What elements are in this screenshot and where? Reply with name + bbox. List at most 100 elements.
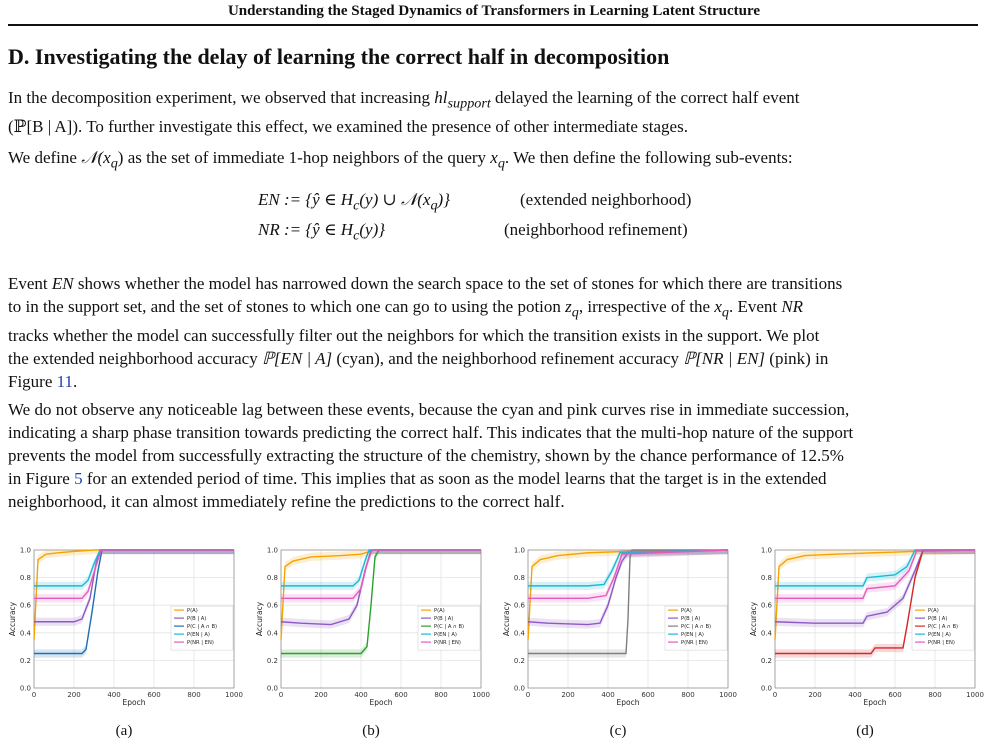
caption-c: (c) [609,723,627,739]
x-tick-label: 1000 [225,691,243,699]
p2-text: ) as the set of immediate 1-hop neighbor… [117,148,491,167]
p3-text: . [73,372,78,392]
figure-11-link[interactable]: 11 [56,372,74,392]
x-tick-label: 800 [928,691,941,699]
x-tick-label: 400 [354,691,367,699]
x-tick-label: 0 [773,691,777,699]
legend-label: P(B | A) [187,616,206,622]
series-band [528,550,728,629]
x-tick-label: 600 [888,691,901,699]
equation-nr-note: (neighborhood refinement) [504,220,688,239]
x-tick-label: 200 [561,691,574,699]
p3-symbol: ℙ[NR | EN] [683,349,766,369]
p3-text: Figure [8,372,57,392]
eq-en-rhs: (y) ∪ 𝒩(x [359,190,431,209]
legend-label: P(B | A) [434,616,453,622]
y-tick-label: 0.2 [761,657,772,665]
series-band [775,550,975,644]
y-tick-label: 0.4 [761,629,773,637]
series-line [774,549,976,640]
series-line [281,549,481,655]
x-tick-label: 800 [681,691,694,699]
figure-panel-c: 0 200 400 600 800 1000 0.0 0.2 0.4 0.6 0.8 1.0 Epoch… [502,542,737,717]
y-tick-label: 0.2 [514,657,525,665]
x-tick-label: 0 [32,691,36,699]
p3-text: (pink) in [765,349,829,369]
eq-en-sub: c [353,197,360,214]
legend-label: P(NR | EN) [434,640,461,646]
y-tick-label: 1.0 [267,547,278,555]
p4-text: prevents the model from successfully ext… [8,446,844,465]
p1-symbol: hl [434,88,448,107]
legend-label: P(EN | A) [928,632,951,638]
plot-frame [527,549,729,689]
p3-text: the extended neighborhood accuracy [8,349,262,369]
x-tick-label: 400 [848,691,861,699]
series-band [281,550,481,629]
y-tick-label: 0.4 [514,629,526,637]
series-line [34,549,234,599]
p3-subscript: q [721,304,729,321]
legend-label: P(EN | A) [187,632,210,638]
p1-text: In the decomposition experiment, we obse… [8,88,435,107]
x-tick-label: 600 [394,691,407,699]
p4-text: neighborhood, it can almost immediately … [8,492,565,511]
series-line [775,549,975,587]
legend-box [417,605,481,651]
eq-nr-lhs: NR := {ŷ ∈ H [258,220,354,239]
chart-c: 0 200 400 600 800 1000 0.0 0.2 0.4 0.6 0.8 1.0 Epoch… [502,547,737,708]
p1-subscript: support [447,95,491,112]
x-axis-label: Epoch [617,698,640,707]
x-tick-label: 0 [526,691,530,699]
eq-en-lhs: EN := {ŷ ∈ H [258,190,354,209]
series-band [34,550,234,591]
p3-text: . Event [728,297,782,316]
figure-panel-d: 0 200 400 600 800 1000 0.0 0.2 0.4 0.6 0.8 1.0 Epoch… [749,542,984,717]
x-tick-label: 600 [641,691,654,699]
y-axis-label: Accuracy [255,601,264,636]
series-band [528,550,728,603]
x-tick-label: 400 [601,691,614,699]
eq-en-sub: q [430,197,438,214]
series-band [34,550,234,626]
legend-box [664,605,728,651]
p2-subscript: q [497,155,505,172]
caption-d: (d) [856,723,874,739]
p2-text: . We then define the following sub-event… [504,148,793,167]
figure-panel-a: 0 200 400 600 800 1000 0.0 0.2 0.4 0.6 0.8 1.0 Epoch… [8,542,243,717]
equation-en: EN := {ŷ ∈ Hc(y) ∪ 𝒩(xq)} [258,190,558,214]
series-line [281,549,481,599]
figure-5-link[interactable]: 5 [74,469,83,488]
equation-nr: NR := {ŷ ∈ Hc(y)} [258,220,558,244]
legend-label: P(B | A) [928,616,947,622]
p3-symbol: NR [781,297,804,316]
x-tick-label: 200 [808,691,821,699]
y-tick-label: 0.0 [267,685,278,693]
x-tick-label: 0 [279,691,283,699]
x-tick-label: 1000 [966,691,984,699]
x-axis-label: Epoch [370,698,393,707]
y-axis-label: Accuracy [8,601,17,636]
p3-text: Event [8,274,52,293]
y-tick-label: 1.0 [514,547,525,555]
p3-text: tracks whether the model can successfull… [8,326,820,346]
p3-symbol: EN [51,274,74,293]
y-axis-label: Accuracy [502,601,511,636]
plot-frame [774,549,976,689]
paragraph-3: Event EN shows whether the model has nar… [8,272,980,393]
eq-en-end: )} [437,190,451,209]
legend-label: P(C | A ∩ B) [681,624,711,630]
p3-symbol: ℙ[EN | A] [261,349,333,369]
legend-label: P(A) [187,608,198,614]
series-band [528,550,728,644]
eq-nr-rhs: (y)} [359,220,386,239]
y-tick-label: 0.0 [514,685,525,693]
paragraph-4: We do not observe any noticeable lag bet… [8,398,980,513]
y-tick-label: 1.0 [20,547,31,555]
p4-text: in Figure [8,469,75,488]
paragraph-1: In the decomposition experiment, we obse… [8,86,980,138]
legend-label: P(C | A ∩ B) [434,624,464,630]
legend-label: P(EN | A) [434,632,457,638]
x-tick-label: 1000 [719,691,737,699]
series-line [280,549,481,626]
